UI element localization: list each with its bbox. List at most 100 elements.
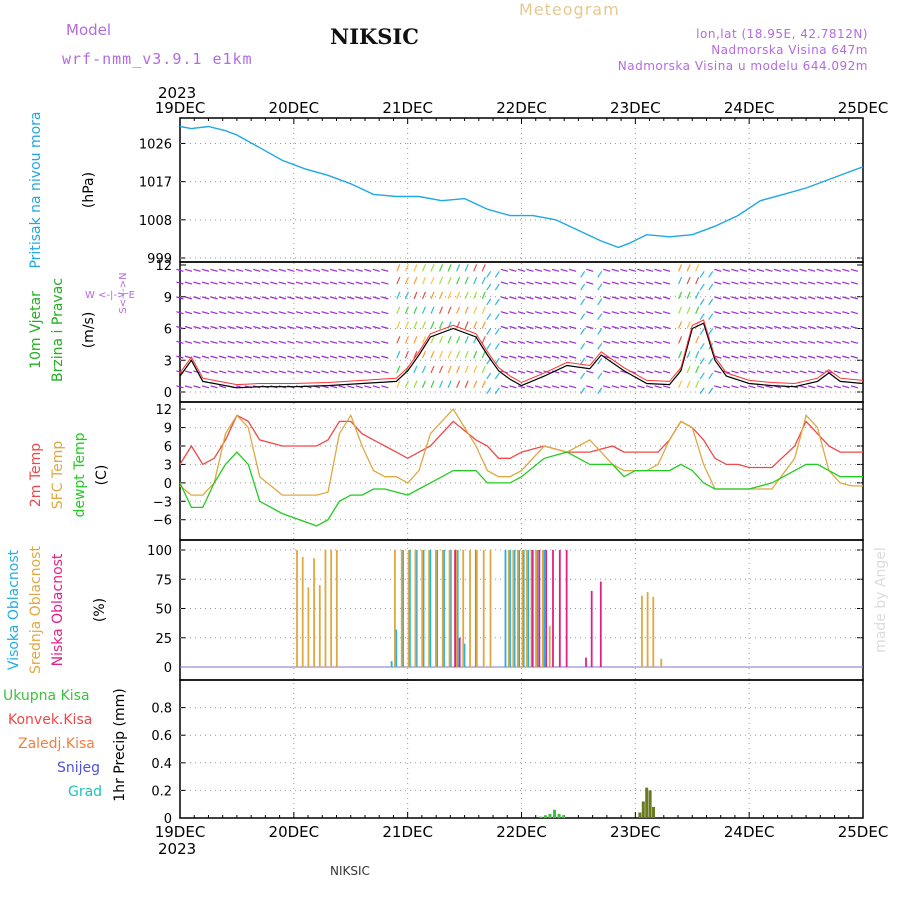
wind-arrow — [850, 296, 859, 300]
wind-arrow — [816, 370, 824, 374]
wind-arrow — [739, 296, 748, 300]
wind-arrow — [355, 385, 363, 389]
wind-arrow — [739, 311, 748, 315]
wind-arrow — [430, 336, 435, 344]
wind-arrow — [193, 281, 201, 285]
lonlat-label: lon,lat (18.95E, 42.7812N) — [696, 27, 868, 41]
wind-arrow — [637, 355, 645, 359]
wind-arrow — [321, 340, 329, 344]
wind-arrow — [637, 281, 645, 285]
wind-arrow — [603, 268, 611, 272]
wind-arrow — [517, 268, 526, 272]
wind-arrow — [580, 357, 586, 365]
cloud-mid-bar — [512, 550, 515, 667]
cloud-low-bar — [538, 550, 541, 667]
wind-arrow — [739, 355, 748, 359]
wind-arrow — [568, 340, 577, 344]
cloud-high-bar — [408, 550, 411, 667]
wind-arrow — [699, 298, 705, 306]
wind-arrow — [597, 298, 603, 306]
clouds-y-tick-label: 25 — [155, 632, 172, 647]
cloud-high-bar — [436, 550, 439, 667]
wind-arrow — [201, 296, 210, 300]
wind-arrow — [355, 311, 363, 315]
wind-arrow — [372, 385, 380, 389]
wind-arrow — [816, 385, 824, 389]
wind-arrow — [708, 387, 714, 395]
wind-arrow — [799, 370, 807, 374]
cloud-high-bar — [429, 550, 432, 667]
wind-arrow — [184, 385, 193, 389]
wind-arrow — [329, 370, 338, 374]
wind-arrow — [842, 296, 850, 300]
wind-arrow — [580, 283, 586, 291]
wind-arrow — [842, 340, 850, 344]
wind-arrow — [210, 370, 218, 374]
wind-arrow — [210, 311, 218, 315]
wind-arrow — [413, 321, 418, 329]
wind-arrow — [586, 385, 594, 389]
wind-arrow — [486, 387, 492, 395]
wind-arrow — [597, 328, 603, 335]
wind-arrow — [355, 325, 363, 330]
wind-arrow — [708, 357, 714, 365]
wind-arrow — [526, 385, 534, 389]
wind-arrow — [500, 340, 509, 344]
wind-arrow — [261, 296, 269, 300]
wind-arrow — [773, 268, 782, 272]
wind-arrow — [473, 291, 478, 300]
wind-arrow — [347, 355, 355, 359]
wind-arrow — [364, 355, 372, 359]
wind-arrow — [825, 355, 833, 359]
wind-arrow — [278, 281, 287, 285]
wind-arrow — [551, 296, 560, 300]
cloud-high-bar — [536, 550, 539, 667]
wind-arrow — [244, 355, 252, 359]
wind-arrow — [637, 268, 645, 272]
wind-arrow — [739, 325, 748, 330]
wind-arrow — [850, 268, 859, 272]
wind-arrow — [586, 268, 594, 272]
wind-arrow — [654, 340, 662, 344]
wind-arrow — [321, 325, 329, 330]
wind-arrow — [396, 291, 401, 300]
wind-arrow — [773, 355, 782, 359]
wind-arrow — [494, 283, 500, 291]
wind-arrow — [686, 350, 691, 359]
wind-arrow — [833, 355, 841, 359]
wind-arrow — [456, 380, 461, 389]
model-label: Model — [66, 21, 112, 39]
wind-arrow — [500, 355, 509, 359]
wind-arrow — [261, 325, 269, 330]
wind-arrow — [364, 340, 372, 344]
wind-arrow — [509, 281, 517, 285]
wind-arrow — [456, 276, 461, 285]
wind-arrow — [312, 370, 321, 374]
wind-arrow — [372, 355, 380, 359]
cloud-low-bar — [552, 550, 554, 667]
wind-arrow — [611, 296, 619, 300]
wind-arrow — [765, 340, 773, 344]
wind-arrow — [756, 325, 765, 330]
wind-arrow — [748, 325, 756, 330]
wind-arrow — [193, 268, 201, 272]
wind-arrow — [773, 370, 782, 374]
wind-arrow — [227, 296, 235, 300]
wind-arrow — [678, 306, 683, 314]
cloud-high-bar — [543, 550, 546, 667]
wind-arrow — [586, 340, 594, 344]
wind-arrow — [176, 340, 184, 344]
wind-arrow — [278, 355, 287, 359]
wind-arrow — [714, 296, 722, 300]
wind-arrow — [816, 296, 824, 300]
temperature-y-tick-label: 6 — [164, 440, 172, 455]
cloud-ylabel-low: Niska Oblacnost — [50, 553, 66, 666]
wind-arrow — [413, 276, 418, 285]
wind-arrow — [773, 325, 782, 330]
wind-arrow — [421, 264, 427, 272]
cloud-high-bar — [463, 643, 466, 667]
wind-arrow — [699, 283, 705, 291]
wind-arrow — [808, 370, 816, 374]
wind-arrow — [481, 321, 486, 329]
temperature-y-tick-label: 3 — [164, 458, 172, 473]
